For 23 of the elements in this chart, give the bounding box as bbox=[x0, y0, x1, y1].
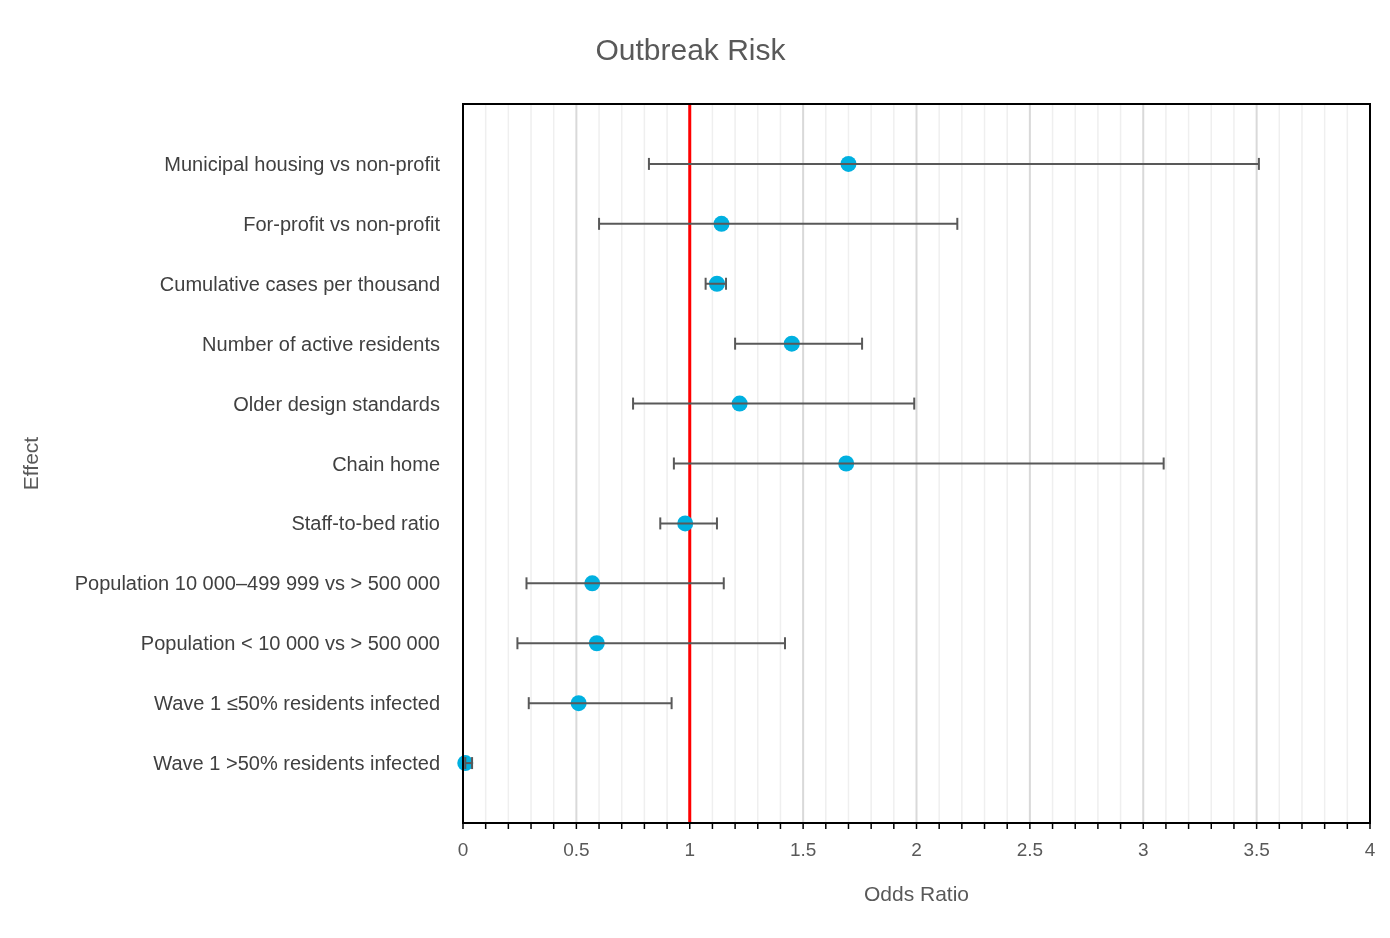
x-tick-label: 2 bbox=[911, 839, 922, 860]
x-tick-label: 3.5 bbox=[1243, 839, 1270, 860]
y-tick-label: Number of active residents bbox=[202, 332, 440, 355]
y-tick-label: Staff-to-bed ratio bbox=[291, 512, 440, 535]
y-tick-label: Wave 1 ≤50% residents infected bbox=[154, 692, 440, 715]
y-tick-label: Cumulative cases per thousand bbox=[159, 272, 440, 295]
y-tick-label: Population < 10 000 vs > 500 000 bbox=[140, 632, 440, 655]
x-tick-label: 1.5 bbox=[789, 839, 817, 860]
x-tick-label: 0 bbox=[457, 839, 469, 860]
y-tick-label: For-profit vs non-profit bbox=[243, 212, 441, 235]
y-tick-label: Chain home bbox=[332, 452, 440, 475]
x-axis-title: Odds Ratio bbox=[863, 882, 970, 905]
x-tick-label: 2.5 bbox=[1016, 839, 1044, 860]
x-tick-label: 1 bbox=[684, 839, 696, 860]
y-tick-label: Population 10 000–499 999 vs > 500 000 bbox=[74, 572, 440, 595]
y-tick-label: Older design standards bbox=[233, 392, 440, 415]
y-tick-label: Municipal housing vs non-profit bbox=[164, 152, 441, 175]
y-tick-label: Wave 1 >50% residents infected bbox=[153, 752, 440, 775]
chart-title: Outbreak Risk bbox=[595, 33, 787, 66]
y-axis-title: Effect bbox=[19, 436, 42, 491]
x-tick-label: 3 bbox=[1137, 839, 1149, 860]
x-tick-label: 4 bbox=[1364, 839, 1376, 860]
x-tick-label: 0.5 bbox=[563, 839, 590, 860]
